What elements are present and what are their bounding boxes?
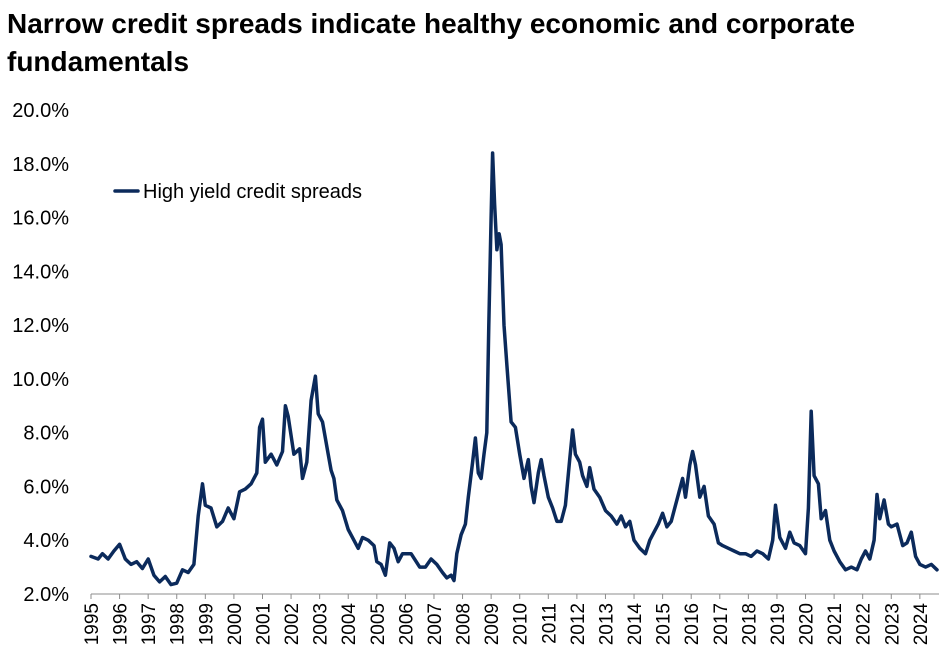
x-tick-label: 2013 [596, 603, 617, 645]
x-tick-label: 2014 [625, 603, 646, 646]
y-tick-label: 10.0% [12, 369, 69, 391]
x-tick-label: 2016 [682, 603, 703, 645]
y-tick-label: 2.0% [23, 584, 69, 606]
plot-area [89, 151, 939, 587]
x-tick-label: 2010 [511, 603, 532, 645]
x-tick-label: 2000 [225, 603, 246, 645]
y-tick-label: 18.0% [12, 154, 69, 176]
x-tick-label: 1997 [139, 603, 160, 645]
x-tick-label: 2007 [425, 603, 446, 645]
legend: High yield credit spreads [113, 181, 362, 203]
x-tick-label: 1998 [168, 603, 189, 645]
series-line [89, 151, 939, 587]
x-tick-label: 2006 [396, 603, 417, 645]
x-tick-label: 2020 [797, 603, 818, 645]
x-tick-label: 2023 [882, 603, 903, 645]
x-tick-label: 2011 [539, 603, 560, 644]
x-tick-label: 2005 [368, 603, 389, 645]
y-tick-label: 20.0% [12, 100, 69, 122]
x-tick-label: 1999 [196, 603, 217, 645]
y-tick-label: 4.0% [23, 530, 69, 552]
x-tick-label: 2024 [911, 603, 932, 646]
x-tick-label: 2002 [282, 603, 303, 645]
x-tick-label: 2021 [825, 603, 846, 645]
x-tick-label: 2019 [768, 603, 789, 645]
x-tick-label: 2018 [739, 603, 760, 645]
x-tick-label: 1995 [82, 603, 103, 645]
legend-label: High yield credit spreads [143, 181, 362, 203]
y-axis: 2.0% 4.0% 6.0% 8.0% 10.0% 12.0% 14.0% 16.0% 18.0… [12, 100, 69, 606]
y-tick-label: 6.0% [23, 476, 69, 498]
x-tick-label: 2017 [711, 603, 732, 645]
x-tick-label: 2009 [482, 603, 503, 645]
y-tick-label: 8.0% [23, 423, 69, 445]
chart-title: Narrow credit spreads indicate healthy e… [7, 8, 856, 77]
x-tick-label: 2015 [654, 603, 675, 645]
x-tick-label: 2001 [253, 603, 274, 645]
x-tick-label: 2022 [854, 603, 875, 645]
x-tick-label: 1996 [111, 603, 132, 645]
x-tick-label: 2008 [454, 603, 475, 645]
y-tick-label: 12.0% [12, 315, 69, 337]
y-tick-label: 16.0% [12, 208, 69, 230]
x-tick-label: 2003 [311, 603, 332, 645]
x-tick-label: 2004 [339, 603, 360, 646]
x-axis: 1995 1996 1997 1998 1999 2000 2001 2002 2003 2004… [82, 593, 939, 646]
x-tick-label: 2012 [568, 603, 589, 645]
y-tick-label: 14.0% [12, 261, 69, 283]
